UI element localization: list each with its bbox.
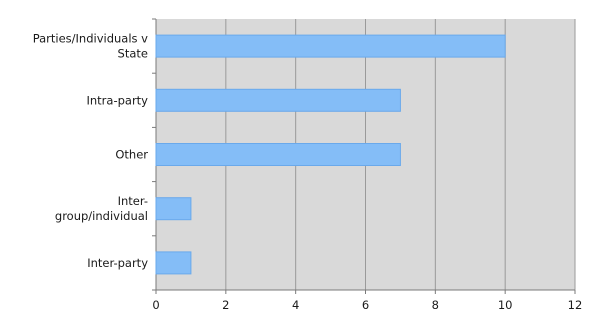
x-tick-label-8: 8 xyxy=(432,298,439,312)
x-tick-label-4: 4 xyxy=(292,298,299,312)
bar-parties-individuals-v-state xyxy=(155,34,506,58)
bar-inter-group-individual xyxy=(155,197,192,221)
bar-inter-party xyxy=(155,251,192,275)
y-label-inter-group-individual: Inter-group/individual xyxy=(55,194,148,223)
x-tick-label-0: 0 xyxy=(152,298,159,312)
y-label-intra-party: Intra-party xyxy=(86,93,148,107)
x-tick-label-6: 6 xyxy=(362,298,369,312)
y-label-parties-individuals-v-state: Parties/Individuals v State xyxy=(33,31,148,60)
y-axis-labels: Parties/Individuals v State Intra-party Oth… xyxy=(33,31,149,269)
x-tick-label-10: 10 xyxy=(498,298,513,312)
x-tick-label-2: 2 xyxy=(222,298,229,312)
bar-intra-party xyxy=(155,88,401,112)
y-label-inter-party: Inter-party xyxy=(87,255,148,269)
bars xyxy=(155,34,506,275)
y-label-other: Other xyxy=(115,147,148,161)
bar-other xyxy=(155,143,401,166)
x-axis-labels: 0 2 4 6 8 10 12 xyxy=(152,290,582,312)
x-tick-label-12: 12 xyxy=(568,298,583,312)
